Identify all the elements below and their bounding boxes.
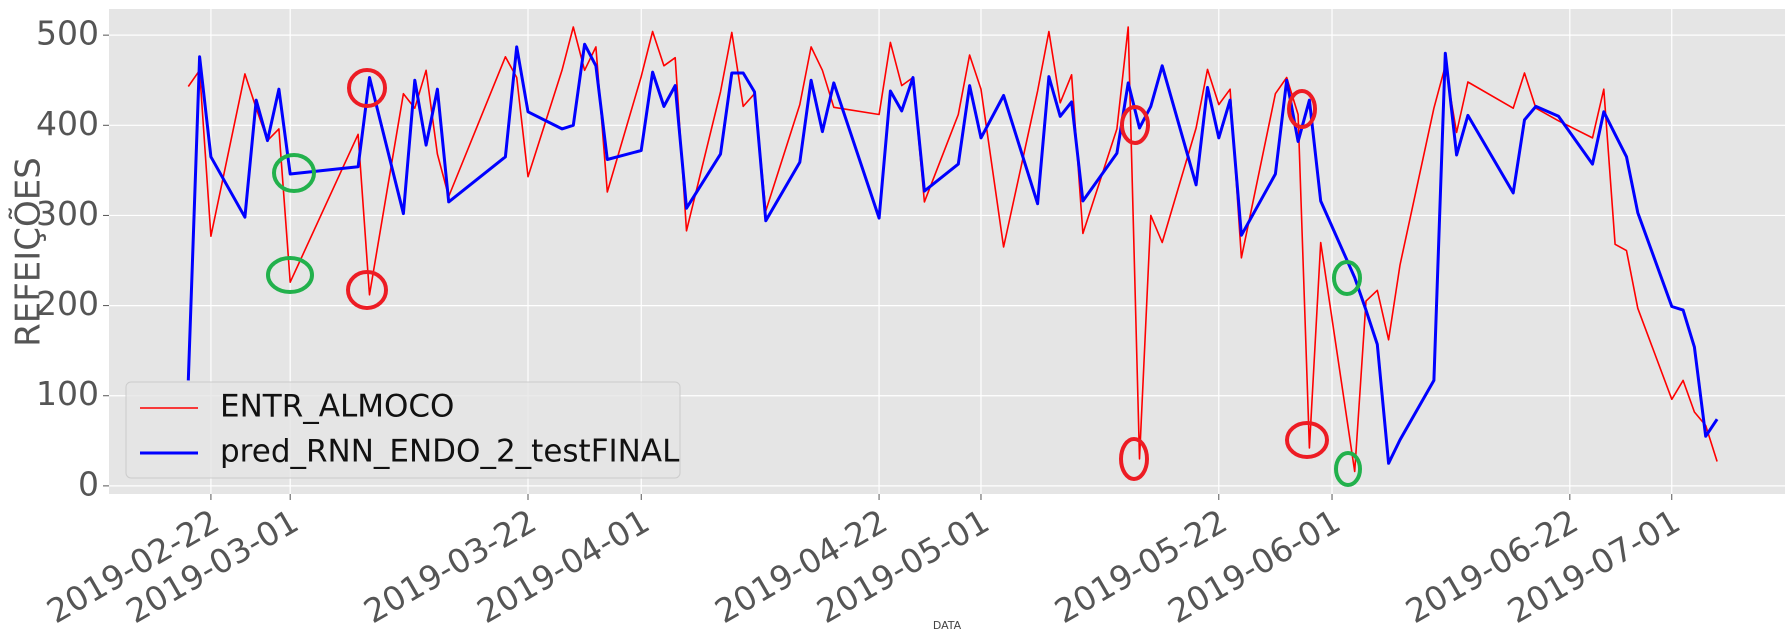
red-circle (346, 270, 388, 310)
data-lines (186, 26, 1719, 473)
legend-label: ENTR_ALMOCO (220, 389, 454, 425)
series-line (186, 42, 1719, 465)
legend-label: pred_RNN_ENDO_2_testFINAL (220, 434, 680, 470)
red-circle (1285, 421, 1329, 459)
green-circle (266, 256, 314, 294)
legend: ENTR_ALMOCO pred_RNN_ENDO_2_testFINAL (125, 381, 681, 479)
legend-box (125, 381, 681, 479)
annotations (266, 68, 1362, 487)
red-circle (1287, 89, 1317, 129)
green-circle (1332, 260, 1362, 296)
y-tick-label: 500 (36, 14, 99, 53)
series-line (187, 26, 1718, 473)
y-tick-label: 300 (36, 194, 99, 233)
red-circle (347, 68, 387, 108)
y-tick-label: 200 (36, 284, 99, 323)
red-circle (1119, 437, 1149, 481)
red-circle (1120, 105, 1150, 145)
labels: DATA REFEIÇÕES (8, 157, 962, 632)
y-tick-label: 100 (36, 374, 99, 413)
x-axis-label: DATA (933, 619, 962, 632)
y-axis-label: REFEIÇÕES (8, 157, 49, 347)
green-circle (272, 153, 316, 193)
y-tick-label: 400 (36, 104, 99, 143)
y-tick-label: 0 (78, 464, 99, 503)
green-circle (1334, 451, 1362, 487)
